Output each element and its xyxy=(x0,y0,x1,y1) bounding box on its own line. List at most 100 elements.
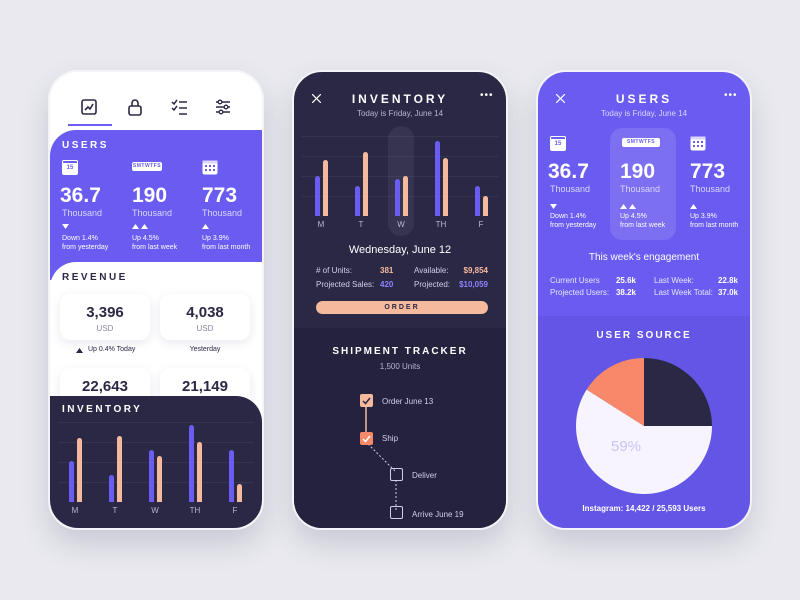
chart-day-label: W xyxy=(397,220,405,229)
chart-bar[interactable] xyxy=(77,438,82,502)
phone-inventory: ••• INVENTORY Today is Friday, June 14 M… xyxy=(292,70,508,530)
chart-bar[interactable] xyxy=(229,450,234,502)
chart-day-label: M xyxy=(71,506,79,515)
page-subtitle: Today is Friday, June 14 xyxy=(600,109,688,118)
stat-value: 36.7 xyxy=(60,184,101,207)
step-label: Arrive June 19 xyxy=(412,510,464,519)
last-week-total-value: 37.0k xyxy=(717,288,738,297)
chart-bar[interactable] xyxy=(355,186,360,216)
chart-bar[interactable] xyxy=(157,456,162,502)
step-checkbox[interactable] xyxy=(360,394,373,407)
month-calendar-icon xyxy=(690,136,706,151)
revenue-value: 3,396 xyxy=(86,304,124,321)
lock-icon[interactable] xyxy=(126,98,144,116)
chart-icon[interactable] xyxy=(80,98,98,116)
shipment-tracker-section xyxy=(294,328,506,528)
step-checkbox[interactable] xyxy=(390,468,403,481)
chart-bar[interactable] xyxy=(323,160,328,216)
page-subtitle: Today is Friday, June 14 xyxy=(356,109,444,118)
sliders-icon[interactable] xyxy=(214,98,232,116)
step-checkbox[interactable] xyxy=(390,506,403,519)
revenue-value: 4,038 xyxy=(186,304,224,321)
chart-bar[interactable] xyxy=(315,176,320,216)
projected-value: $10,059 xyxy=(459,280,488,289)
order-button[interactable]: ORDER xyxy=(316,301,488,314)
chart-gridline xyxy=(58,442,254,443)
tracker-title: SHIPMENT TRACKER xyxy=(332,346,468,357)
stat-value: 190 xyxy=(620,160,656,183)
last-week-value: 22.8k xyxy=(717,276,738,285)
up-arrow-icon xyxy=(690,204,697,209)
engagement-title: This week's engagement xyxy=(588,252,700,263)
pie-slice[interactable] xyxy=(586,358,644,426)
chart-bar[interactable] xyxy=(443,158,448,216)
phone-users: ••• USERS Today is Friday, June 14 15 SM… xyxy=(536,70,752,530)
stat-trend: Up 3.9% xyxy=(690,213,717,220)
projected-users-value: 38.2k xyxy=(615,288,636,297)
page-title: USERS xyxy=(615,92,673,106)
step-checkbox[interactable] xyxy=(360,432,373,445)
active-tab-indicator xyxy=(68,124,112,126)
revenue-unit: USD xyxy=(196,324,214,333)
pie-slice[interactable] xyxy=(644,358,712,426)
available-label: Available: xyxy=(414,266,449,275)
chart-gridline xyxy=(58,462,254,463)
close-icon[interactable] xyxy=(312,94,321,103)
chart-bar[interactable] xyxy=(149,450,154,502)
chart-bar[interactable] xyxy=(435,141,440,216)
chart-gridline xyxy=(302,196,498,197)
chart-bar[interactable] xyxy=(363,152,368,216)
stat-unit: Thousand xyxy=(132,208,173,218)
chart-bar[interactable] xyxy=(69,461,74,502)
stat-unit: Thousand xyxy=(62,208,103,218)
stat-unit: Thousand xyxy=(202,208,243,218)
revenue-card[interactable]: 4,038 USD xyxy=(160,294,250,340)
more-options-icon[interactable]: ••• xyxy=(480,90,494,101)
users-title: USERS xyxy=(62,140,109,151)
last-week-total-label: Last Week Total: xyxy=(654,288,713,297)
chart-bar[interactable] xyxy=(475,186,480,216)
chart-gridline xyxy=(58,422,254,423)
chart-bar[interactable] xyxy=(109,475,114,502)
stat-value: 190 xyxy=(132,184,168,207)
stat-trend: Down 1.4% xyxy=(550,213,586,220)
chart-bar[interactable] xyxy=(395,179,400,216)
selected-day-highlight xyxy=(388,126,414,236)
revenue-card[interactable]: 3,396 USD xyxy=(60,294,150,340)
projected-sales-label: Projected Sales: xyxy=(316,280,375,289)
calendar-day-icon: 15 xyxy=(62,160,78,175)
current-users-label: Current Users xyxy=(550,276,600,285)
chart-bar[interactable] xyxy=(403,176,408,216)
projected-users-label: Projected Users: xyxy=(550,288,610,297)
chart-bar[interactable] xyxy=(117,436,122,502)
checklist-icon[interactable] xyxy=(170,98,188,116)
today-note: Up 0.4% Today xyxy=(88,346,136,353)
more-options-icon[interactable]: ••• xyxy=(724,90,738,101)
current-users-value: 25.6k xyxy=(615,276,636,285)
chart-gridline xyxy=(302,156,498,157)
units-label: # of Units: xyxy=(316,266,353,275)
chart-bar[interactable] xyxy=(483,196,488,216)
revenue-title: REVENUE xyxy=(62,272,128,283)
projected-sales-value: 420 xyxy=(380,280,394,289)
chart-day-label: W xyxy=(151,506,159,515)
inventory-bar-chart: M T W TH F xyxy=(50,396,262,528)
chart-bar[interactable] xyxy=(237,484,242,502)
pie-slice[interactable] xyxy=(576,389,712,494)
inventory-title: INVENTORY xyxy=(62,404,143,415)
inventory-section: INVENTORY M T W TH F xyxy=(50,396,262,528)
up-arrow-icon xyxy=(76,348,83,353)
user-source-title: USER SOURCE xyxy=(596,330,692,341)
stat-note: from yesterday xyxy=(62,244,109,251)
calendar-day-number: 15 xyxy=(554,141,562,147)
chart-bar[interactable] xyxy=(189,425,194,502)
down-arrow-icon xyxy=(62,224,69,229)
user-source-note: Instagram: 14,422 / 25,593 Users xyxy=(582,504,706,513)
stat-unit: Thousand xyxy=(620,184,661,194)
selected-date: Wednesday, June 12 xyxy=(348,244,452,256)
stat-unit: Thousand xyxy=(550,184,591,194)
close-icon[interactable] xyxy=(556,94,565,103)
month-calendar-icon xyxy=(202,160,218,175)
tracker-subtitle: 1,500 Units xyxy=(379,362,421,371)
chart-bar[interactable] xyxy=(197,442,202,502)
